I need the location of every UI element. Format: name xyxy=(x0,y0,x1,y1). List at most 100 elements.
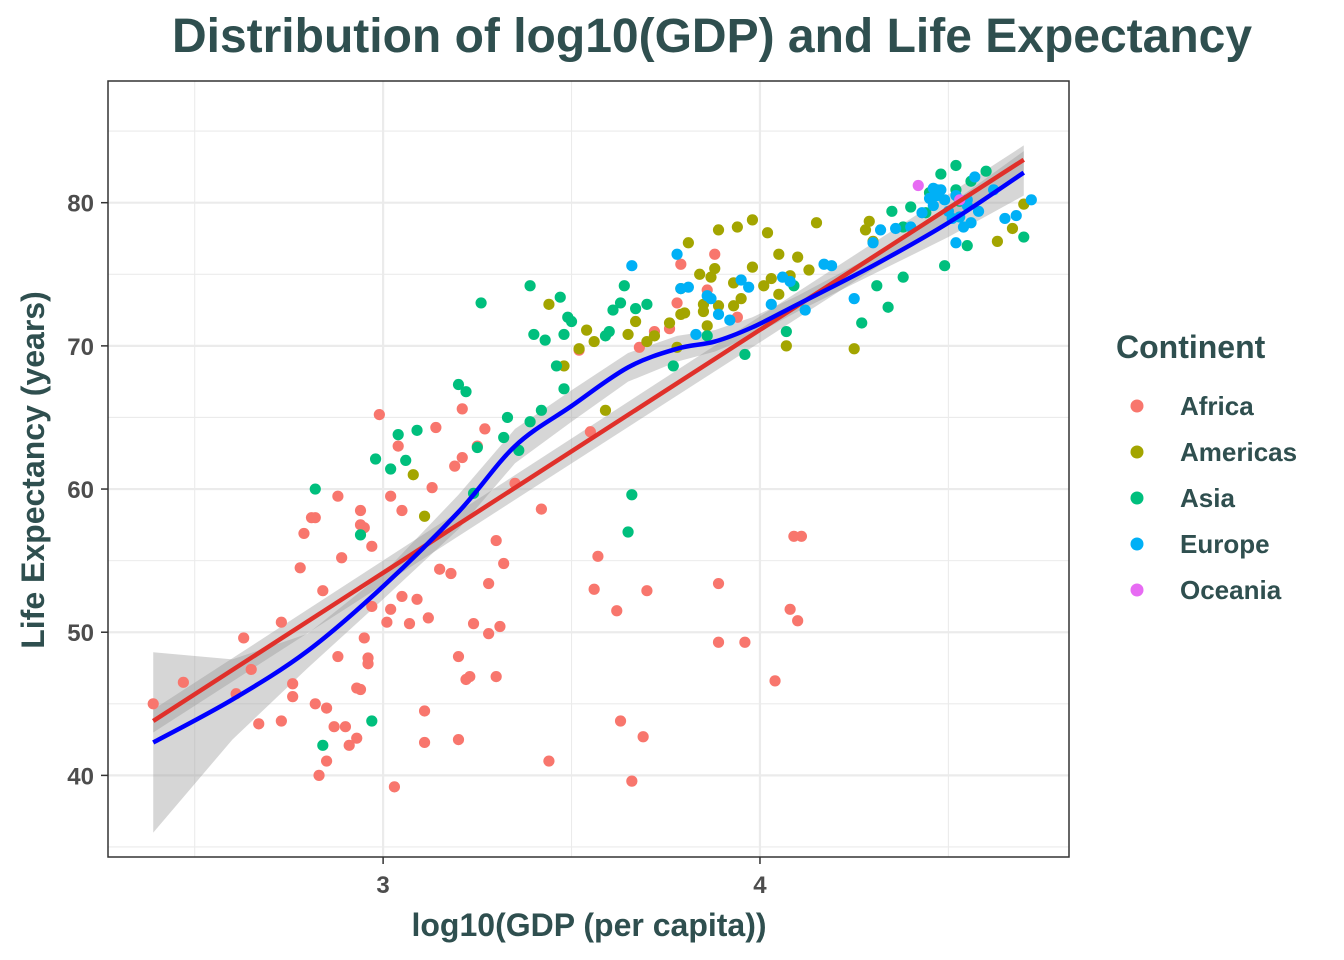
data-point-asia xyxy=(366,715,378,727)
grid-lines xyxy=(108,81,1069,857)
data-point-africa xyxy=(287,678,299,690)
chart-title: Distribution of log10(GDP) and Life Expe… xyxy=(172,10,1252,63)
data-point-africa xyxy=(403,618,416,630)
legend-key-asia xyxy=(1130,491,1144,505)
data-point-europe xyxy=(743,281,755,293)
data-point-americas xyxy=(746,261,759,273)
data-point-africa xyxy=(675,258,687,270)
data-point-europe xyxy=(690,328,702,341)
data-point-asia xyxy=(614,297,627,309)
data-point-asia xyxy=(939,260,951,272)
data-point-asia xyxy=(871,280,883,292)
data-point-europe xyxy=(969,171,981,183)
data-point-europe xyxy=(916,207,928,219)
data-point-africa xyxy=(490,671,502,683)
data-point-europe xyxy=(939,194,951,206)
y-tick-label: 70 xyxy=(67,334,94,361)
loess-confidence-band xyxy=(153,151,1024,833)
data-point-europe xyxy=(671,248,683,260)
data-point-oceania xyxy=(912,179,924,192)
data-point-americas xyxy=(761,227,774,239)
data-point-americas xyxy=(712,300,725,312)
legend-title: Continent xyxy=(1116,329,1266,365)
data-point-africa xyxy=(795,530,808,542)
data-point-europe xyxy=(735,274,747,286)
data-point-americas xyxy=(648,330,661,342)
data-point-americas xyxy=(573,343,585,355)
data-point-africa xyxy=(784,603,796,615)
data-point-americas xyxy=(663,317,676,329)
data-point-europe xyxy=(712,308,725,320)
data-point-asia xyxy=(460,386,472,398)
data-point-africa xyxy=(385,490,397,502)
y-tick-label: 60 xyxy=(67,477,94,504)
data-point-africa xyxy=(452,733,465,746)
data-point-americas xyxy=(765,272,777,285)
data-point-asia xyxy=(856,317,868,329)
data-point-africa xyxy=(320,755,333,767)
data-point-europe xyxy=(705,293,717,305)
data-point-asia xyxy=(905,201,917,213)
data-point-asia xyxy=(535,404,547,416)
data-point-asia xyxy=(950,159,962,172)
data-point-africa xyxy=(392,440,404,452)
x-tick-label: 3 xyxy=(376,872,389,899)
data-point-americas xyxy=(780,340,792,352)
data-point-africa xyxy=(366,540,378,552)
data-point-americas xyxy=(727,300,740,312)
data-point-americas xyxy=(859,224,872,236)
data-point-asia xyxy=(626,489,638,501)
y-tick-label: 40 xyxy=(67,763,94,790)
data-point-africa xyxy=(592,550,604,562)
data-point-europe xyxy=(972,205,985,217)
data-point-asia xyxy=(961,240,973,252)
legend-key-americas xyxy=(1130,445,1144,459)
data-point-africa xyxy=(445,567,457,580)
data-point-africa xyxy=(494,620,506,633)
legend-key-oceania xyxy=(1130,583,1144,597)
data-point-africa xyxy=(298,527,310,540)
data-point-africa xyxy=(294,562,306,574)
data-point-africa xyxy=(792,615,804,627)
data-point-asia xyxy=(524,416,536,428)
data-point-africa xyxy=(336,552,348,564)
data-point-asia xyxy=(558,383,570,395)
data-point-asia xyxy=(565,315,578,328)
y-axis-title: Life Expectancy (years) xyxy=(15,291,51,649)
data-point-africa xyxy=(614,715,627,727)
plot-frame xyxy=(107,80,1070,858)
data-point-africa xyxy=(253,718,265,730)
data-point-asia xyxy=(607,304,619,316)
data-point-asia xyxy=(539,334,551,346)
data-point-africa xyxy=(275,616,287,628)
data-point-americas xyxy=(588,335,600,348)
data-point-asia xyxy=(1018,231,1030,243)
data-point-africa xyxy=(328,721,340,733)
data-point-asia xyxy=(622,526,634,538)
data-point-africa xyxy=(313,769,325,781)
data-point-americas xyxy=(407,469,419,481)
data-point-americas xyxy=(803,264,815,276)
data-point-asia xyxy=(528,328,540,341)
data-point-africa xyxy=(490,534,502,547)
data-point-europe xyxy=(724,314,736,326)
panel-border xyxy=(107,80,1070,858)
legend-label-americas: Americas xyxy=(1180,437,1297,467)
data-point-africa xyxy=(637,731,649,743)
data-point-africa xyxy=(588,583,600,595)
legend-label-oceania: Oceania xyxy=(1180,575,1282,605)
data-point-asia xyxy=(667,360,679,372)
data-point-europe xyxy=(626,260,638,272)
data-point-africa xyxy=(354,504,367,517)
legend: Africa Americas Asia Europe Oceania xyxy=(1130,391,1297,605)
data-point-africa xyxy=(177,676,189,688)
data-point-africa xyxy=(584,426,596,438)
data-point-africa xyxy=(332,650,344,663)
data-point-europe xyxy=(999,212,1011,225)
data-point-africa xyxy=(385,603,397,615)
data-point-americas xyxy=(773,288,785,300)
data-point-africa xyxy=(449,460,461,472)
data-point-europe xyxy=(927,199,939,212)
legend-key-europe xyxy=(1130,537,1144,551)
